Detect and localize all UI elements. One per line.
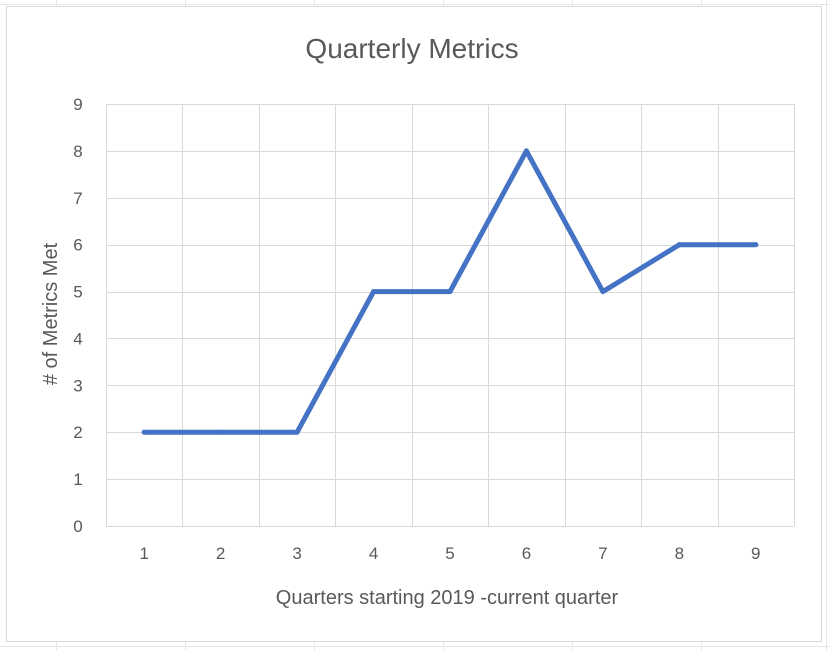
x-tick-label: 1 — [139, 544, 148, 563]
x-tick-label: 6 — [522, 544, 531, 563]
x-tick-label: 9 — [751, 544, 760, 563]
y-tick-label: 4 — [73, 329, 82, 348]
chart-title: Quarterly Metrics — [305, 33, 518, 64]
x-axis-title: Quarters starting 2019 -current quarter — [276, 587, 619, 609]
data-point — [141, 429, 147, 435]
gridlines — [106, 104, 795, 527]
x-tick-label: 8 — [675, 544, 684, 563]
y-tick-label: 3 — [73, 376, 82, 395]
y-tick-label: 6 — [73, 236, 82, 255]
y-tick-label: 7 — [73, 189, 82, 208]
data-point — [447, 289, 453, 295]
y-tick-label: 0 — [73, 517, 82, 536]
y-tick-label: 1 — [73, 470, 82, 489]
data-point — [523, 148, 529, 154]
data-point — [371, 289, 377, 295]
y-tick-label: 9 — [73, 95, 82, 114]
data-point — [600, 289, 606, 295]
series-layer — [141, 148, 759, 435]
x-axis-ticks: 1 2 3 4 5 6 7 8 9 — [139, 544, 760, 563]
y-axis-title: # of Metrics Met — [40, 242, 62, 385]
chart-area[interactable] — [6, 6, 822, 642]
data-point — [753, 242, 759, 248]
data-point — [294, 429, 300, 435]
x-tick-label: 2 — [216, 544, 225, 563]
x-tick-label: 3 — [292, 544, 301, 563]
data-point — [676, 242, 682, 248]
y-tick-label: 8 — [73, 142, 82, 161]
y-tick-label: 5 — [73, 283, 82, 302]
x-tick-label: 7 — [598, 544, 607, 563]
data-point — [218, 429, 224, 435]
x-tick-label: 4 — [369, 544, 378, 563]
x-tick-label: 5 — [445, 544, 454, 563]
y-tick-label: 2 — [73, 423, 82, 442]
y-axis-ticks: 0 1 2 3 4 5 6 7 8 9 — [73, 95, 82, 536]
